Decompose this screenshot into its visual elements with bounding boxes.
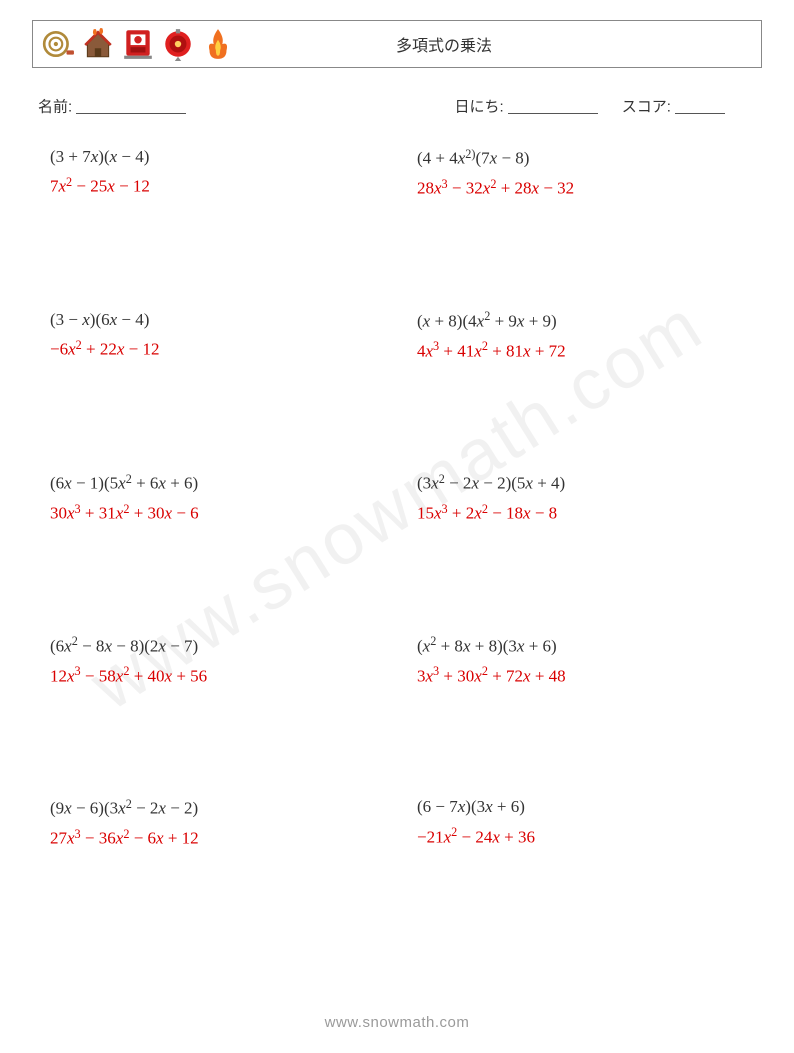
problem-7-answer: 12x3 − 58x2 + 40x + 56 [50, 662, 377, 690]
score-field: スコア: [622, 95, 725, 117]
problem-1: (3 + 7x)(x − 4)7x2 − 25x − 12 [50, 130, 377, 293]
name-blank [76, 97, 186, 114]
score-label: スコア: [622, 99, 671, 116]
flame-icon [201, 27, 235, 61]
problem-10: (6 − 7x)(3x + 6) −21x2 − 24x + 36 [417, 780, 744, 943]
problem-10-question: (6 − 7x)(3x + 6) [417, 794, 744, 820]
header-box: 多項式の乗法 [32, 20, 762, 68]
problem-5-question: (6x − 1)(5x2 + 6x + 6) [50, 469, 377, 497]
name-field: 名前: [38, 95, 454, 117]
problem-8: (x2 + 8x + 8)(3x + 6)3x3 + 30x2 + 72x + … [417, 618, 744, 781]
problem-3: (3 − x)(6x − 4)−6x2 + 22x − 12 [50, 293, 377, 456]
alarm-bell-icon [161, 27, 195, 61]
problem-10-answer: −21x2 − 24x + 36 [417, 823, 744, 851]
problem-2-answer: 28x3 − 32x2 + 28x − 32 [417, 174, 744, 202]
problem-9-answer: 27x3 − 36x2 − 6x + 12 [50, 824, 377, 852]
problem-6: (3x2 − 2x − 2)(5x + 4)15x3 + 2x2 − 18x −… [417, 455, 744, 618]
header-icons [41, 27, 235, 61]
problems-grid: (3 + 7x)(x − 4)7x2 − 25x − 12(4 + 4x2)(7… [50, 130, 744, 943]
problem-9-question: (9x − 6)(3x2 − 2x − 2) [50, 794, 377, 822]
problem-9: (9x − 6)(3x2 − 2x − 2)27x3 − 36x2 − 6x +… [50, 780, 377, 943]
problem-5: (6x − 1)(5x2 + 6x + 6)30x3 + 31x2 + 30x … [50, 455, 377, 618]
problem-2: (4 + 4x2)(7x − 8)28x3 − 32x2 + 28x − 32 [417, 130, 744, 293]
date-blank [508, 97, 598, 114]
problem-4-question: (x + 8)(4x2 + 9x + 9) [417, 307, 744, 335]
problem-6-question: (3x2 − 2x − 2)(5x + 4) [417, 469, 744, 497]
fire-alarm-box-icon [121, 27, 155, 61]
problem-3-answer: −6x2 + 22x − 12 [50, 335, 377, 363]
burning-house-icon [81, 27, 115, 61]
name-label: 名前: [38, 99, 72, 116]
worksheet-title: 多項式の乗法 [235, 32, 753, 56]
problem-3-question: (3 − x)(6x − 4) [50, 307, 377, 333]
problem-6-answer: 15x3 + 2x2 − 18x − 8 [417, 499, 744, 527]
info-line: 名前: 日にち: スコア: [38, 95, 756, 117]
problem-2-question: (4 + 4x2)(7x − 8) [417, 144, 744, 172]
problem-7: (6x2 − 8x − 8)(2x − 7)12x3 − 58x2 + 40x … [50, 618, 377, 781]
problem-1-answer: 7x2 − 25x − 12 [50, 172, 377, 200]
footer-url: www.snowmath.com [0, 1014, 794, 1031]
date-field: 日にち: [454, 95, 597, 117]
fire-hose-icon [41, 27, 75, 61]
problem-1-question: (3 + 7x)(x − 4) [50, 144, 377, 170]
problem-8-answer: 3x3 + 30x2 + 72x + 48 [417, 662, 744, 690]
problem-8-question: (x2 + 8x + 8)(3x + 6) [417, 632, 744, 660]
score-blank [675, 97, 725, 114]
problem-4: (x + 8)(4x2 + 9x + 9)4x3 + 41x2 + 81x + … [417, 293, 744, 456]
problem-7-question: (6x2 − 8x − 8)(2x − 7) [50, 632, 377, 660]
date-label: 日にち: [454, 99, 503, 116]
problem-4-answer: 4x3 + 41x2 + 81x + 72 [417, 337, 744, 365]
problem-5-answer: 30x3 + 31x2 + 30x − 6 [50, 499, 377, 527]
